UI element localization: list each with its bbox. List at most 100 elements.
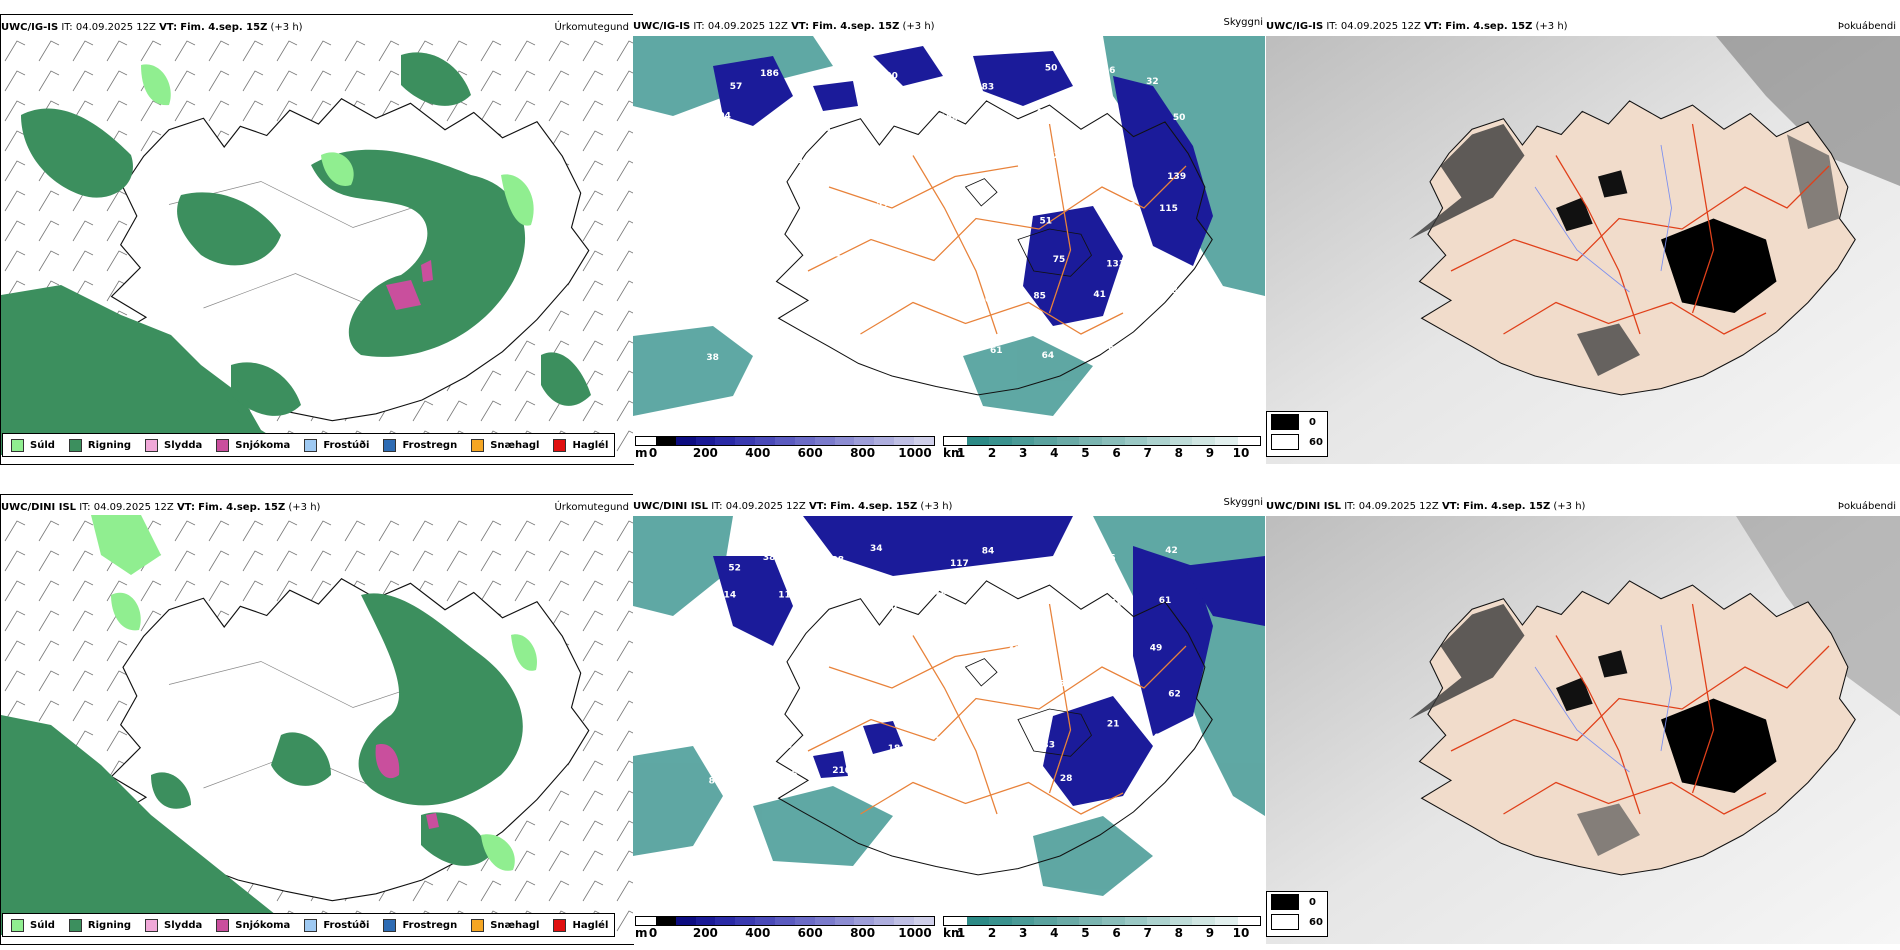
colorbar-unit: m [635,446,648,460]
visibility-value-label: 30 [1150,337,1163,347]
visibility-value-label: 38 [839,631,852,641]
legend-item-0: Súld [11,918,55,932]
visibility-value-label: 39 [1092,641,1105,651]
visibility-value-label: 135 [1097,554,1116,564]
fog-legend-item-1: 60 [1267,432,1327,452]
visibility-value-label: 16 [828,218,841,228]
visibility-value-label: 115 [1159,204,1178,214]
colorbar-cell [636,917,656,925]
visibility-value-label: 47 [999,119,1012,129]
visibility-value-label: 147 [1148,259,1167,269]
colorbar-ticks: m 0 200 400 600 800 1000 [635,446,935,460]
panel-title: Úrkomutegund [554,502,629,513]
colorbar-cell [914,917,934,925]
visibility-value-label: 70 [828,304,841,314]
colorbar-unit: km [943,446,964,460]
visibility-value-label: 133 [1106,260,1125,270]
colorbar-tick: 5 [1081,926,1090,940]
colorbar-tick: 1 [956,926,966,940]
colorbar-cell [1192,437,1215,445]
colorbar-cell [834,437,855,445]
colorbar-cells [635,916,935,926]
colorbar-cell [1147,437,1170,445]
colorbar-tick: 3 [1019,446,1028,460]
visibility-value-label: 49 [1095,167,1108,177]
visibility-value-label: 16 [839,678,852,688]
visibility-value-label: 47 [947,639,960,649]
visibility-value-label: 84 [819,125,832,135]
visibility-value-label: 103 [840,63,859,73]
colorbar-tick: 8 [1174,926,1183,940]
colorbar-cell [1169,437,1193,445]
visibility-value-label: 5 [886,770,892,780]
fog-panel-top: UWC/IG-IS IT: 04.09.2025 12Z VT: Fim. 4.… [1266,14,1900,464]
visibility-value-label: 41 [881,109,894,119]
visibility-value-label: 101 [785,156,804,166]
legend-item-4: Frostúði [304,438,369,452]
colorbar-cell [715,437,736,445]
visibility-value-label: 49 [1150,644,1163,654]
visibility-value-label: 48 [1007,242,1020,252]
colorbar-tick: 9 [1205,446,1215,460]
visibility-value-label: 181 [935,588,954,598]
visibility-value-label: 51 [1040,217,1053,227]
visibility-panel-bottom: UWC/DINI ISL IT: 04.09.2025 12Z VT: Fim.… [633,494,1265,944]
visibility-value-label: 42 [1165,546,1178,556]
colorbar-cell [1237,917,1261,925]
visibility-value-label: 37 [1035,602,1048,612]
colorbar-tick: 400 [745,926,771,940]
colorbar-tick: 200 [692,926,718,940]
fog-legend-item-1: 60 [1267,912,1327,932]
colorbar-cell [814,437,835,445]
visibility-value-label: 21 [1107,719,1120,729]
visibility-value-label: 55 [935,159,948,169]
visibility-value-label: 55 [936,284,949,294]
visibility-value-label: 47 [761,651,774,661]
legend-item-5: Frostregn [383,918,457,932]
colorbar-cell [675,917,696,925]
visibility-value-label: 46 [718,688,731,698]
panel-title: Úrkomutegund [554,22,629,33]
visibility-value-label: 46 [984,154,997,164]
colorbar-tick: 6 [1112,926,1121,940]
visibility-value-label: 83 [982,82,995,92]
colorbar-tick: 5 [1081,446,1090,460]
visibility-value-label: 51 [837,607,850,617]
colorbar-cell [944,917,967,925]
visibility-value-label: 41 [730,733,743,743]
visibility-value-label: 38 [706,353,719,363]
visibility-value-label: 52 [728,564,741,574]
legend-item-4: Frostúði [304,918,369,932]
visibility-value-label: 84 [982,547,995,557]
colorbar-tick: 6 [1112,446,1121,460]
visibility-value-label: 117 [950,559,969,569]
visibility-value-label: 139 [1167,172,1186,182]
visibility-value-label: 38 [1165,286,1178,296]
colorbar-tick: 7 [1143,926,1152,940]
visibility-value-label: 47 [1060,642,1073,652]
visibility-value-label: 22 [876,202,889,212]
colorbar-cell [794,437,815,445]
precip-panel-top: UWC/IG-IS IT: 04.09.2025 12Z VT: Fim. 4.… [0,14,634,465]
fog-map [1266,36,1900,464]
visibility-value-label: 64 [1108,344,1121,354]
visibility-value-label: 68 [707,309,720,319]
colorbar-tick: 4 [1050,926,1059,940]
colorbar-cells [943,916,1261,926]
legend-item-3: Snjókoma [216,438,290,452]
colorbar-cell [1079,437,1103,445]
colorbar-tick: 4 [1050,446,1059,460]
colorbar-cell [814,917,835,925]
visibility-value-label: 51 [829,250,842,260]
colorbar-cell [636,437,656,445]
precip-panel-bottom: UWC/DINI ISL IT: 04.09.2025 12Z VT: Fim.… [0,494,634,945]
colorbar-cell [966,917,990,925]
legend-item-3: Snjókoma [216,918,290,932]
visibility-value-label: 64 [1042,351,1055,361]
colorbar-cell [1034,917,1057,925]
visibility-value-label: 37 [938,781,951,791]
colorbar-tick: 600 [797,446,823,460]
panel-title: Skyggni [1223,17,1263,28]
visibility-value-label: 780 [878,603,897,613]
colorbar-ticks: km 1 2 3 4 5 6 7 8 9 10 [943,926,1261,940]
